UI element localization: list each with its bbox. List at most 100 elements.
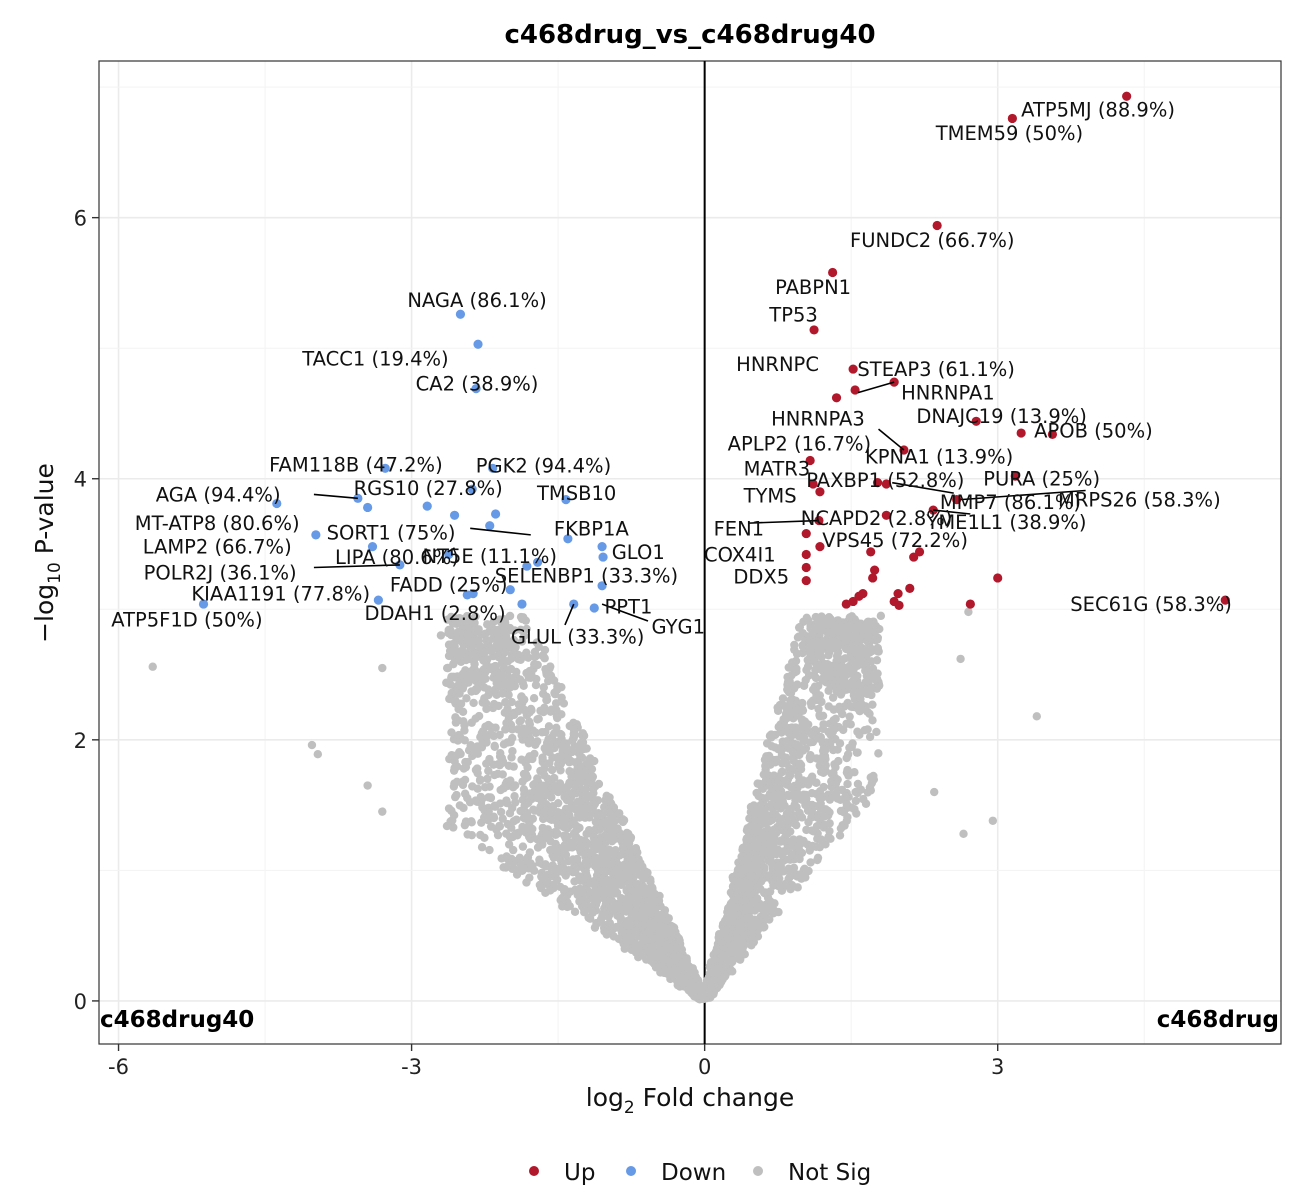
leader-line <box>892 481 954 494</box>
point-not-sig <box>824 651 833 660</box>
point-not-sig <box>845 653 854 662</box>
point-not-sig <box>508 832 517 842</box>
point-not-sig <box>733 953 743 962</box>
point-not-sig <box>470 654 480 663</box>
leader-line <box>857 381 895 394</box>
point-not-sig <box>444 804 454 813</box>
point-not-sig <box>755 902 764 912</box>
point-not-sig <box>791 656 801 666</box>
point-not-sig <box>865 732 875 742</box>
point-not-sig <box>568 839 577 848</box>
point-not-sig <box>792 740 802 749</box>
point-not-sig <box>792 870 802 879</box>
point-not-sig <box>542 738 552 748</box>
point-not-sig <box>464 619 473 628</box>
point-not-sig <box>546 778 555 787</box>
point-not-sig <box>868 622 878 631</box>
point-not-sig <box>463 630 472 639</box>
point-not-sig <box>783 829 792 838</box>
point-not-sig <box>645 910 654 920</box>
x-axis-title: log2 Fold change <box>586 1083 794 1118</box>
point-not-sig <box>571 744 580 753</box>
point-not-sig <box>869 771 878 781</box>
point-not-sig <box>802 613 811 623</box>
point-up <box>952 495 962 505</box>
point-not-sig <box>872 656 882 665</box>
point-down <box>569 599 579 609</box>
point-not-sig <box>589 887 599 896</box>
point-not-sig <box>826 669 835 679</box>
point-not-sig <box>577 753 587 762</box>
point-not-sig <box>664 914 673 923</box>
point-not-sig <box>476 792 485 802</box>
point-not-sig <box>581 805 590 814</box>
point-not-sig <box>448 639 457 649</box>
point-not-sig <box>792 725 801 734</box>
point-not-sig <box>778 694 788 703</box>
point-not-sig <box>815 660 824 670</box>
point-not-sig <box>609 821 618 831</box>
point-up <box>801 549 811 560</box>
point-not-sig <box>533 843 543 852</box>
point-not-sig <box>484 720 493 730</box>
point-up <box>841 599 851 609</box>
point-up <box>1016 428 1026 438</box>
point-not-sig <box>503 819 513 829</box>
point-not-sig <box>783 685 792 694</box>
point-not-sig <box>492 628 501 638</box>
point-not-sig <box>498 670 508 680</box>
legend: Up Down Not Sig <box>529 1160 871 1186</box>
point-not-sig <box>538 798 547 807</box>
point-not-sig <box>964 607 973 617</box>
point-not-sig <box>795 759 805 768</box>
gene-label: PGK2 (94.4%) <box>476 455 611 478</box>
gene-label: NT5E (11.1%) <box>422 545 557 568</box>
point-down <box>597 542 607 552</box>
point-not-sig <box>524 717 534 726</box>
point-not-sig <box>732 945 742 954</box>
point-not-sig <box>477 843 487 852</box>
point-not-sig <box>538 781 547 790</box>
point-not-sig <box>798 698 807 708</box>
point-not-sig <box>611 846 620 855</box>
point-down <box>473 339 483 349</box>
y-tick-label: 6 <box>74 207 87 231</box>
x-tick-label: -3 <box>401 1055 422 1079</box>
chart-title: c468drug_vs_c468drug40 <box>504 20 875 50</box>
point-up <box>850 385 860 395</box>
legend-swatch <box>753 1166 763 1176</box>
gene-label: VPS45 (72.2%) <box>822 529 968 552</box>
point-up <box>932 220 942 231</box>
point-not-sig <box>826 730 835 739</box>
point-not-sig <box>490 741 499 751</box>
point-not-sig <box>749 804 759 813</box>
point-not-sig <box>791 665 800 674</box>
point-not-sig <box>624 892 633 902</box>
point-not-sig <box>821 620 830 629</box>
gene-label: HNRNPA1 <box>901 382 995 405</box>
point-not-sig <box>663 929 672 938</box>
point-not-sig <box>777 886 787 895</box>
legend-label: Up <box>564 1160 595 1186</box>
point-not-sig <box>755 779 765 789</box>
gene-label: APOB (50%) <box>1034 419 1153 442</box>
point-not-sig <box>456 674 465 683</box>
point-not-sig <box>607 799 616 809</box>
point-not-sig <box>607 897 617 906</box>
point-not-sig <box>836 806 846 816</box>
point-not-sig <box>560 869 570 878</box>
point-not-sig <box>621 942 631 951</box>
point-not-sig <box>793 680 802 689</box>
point-not-sig <box>588 856 598 865</box>
point-not-sig <box>526 859 535 868</box>
point-not-sig <box>590 923 600 932</box>
point-not-sig <box>451 696 460 705</box>
point-not-sig <box>643 868 652 877</box>
point-not-sig <box>504 761 514 770</box>
point-not-sig <box>865 709 874 719</box>
point-not-sig <box>471 714 480 723</box>
gene-label: MATR3 <box>744 457 811 480</box>
point-not-sig <box>853 748 862 757</box>
point-not-sig <box>807 775 816 784</box>
point-not-sig <box>652 912 662 921</box>
